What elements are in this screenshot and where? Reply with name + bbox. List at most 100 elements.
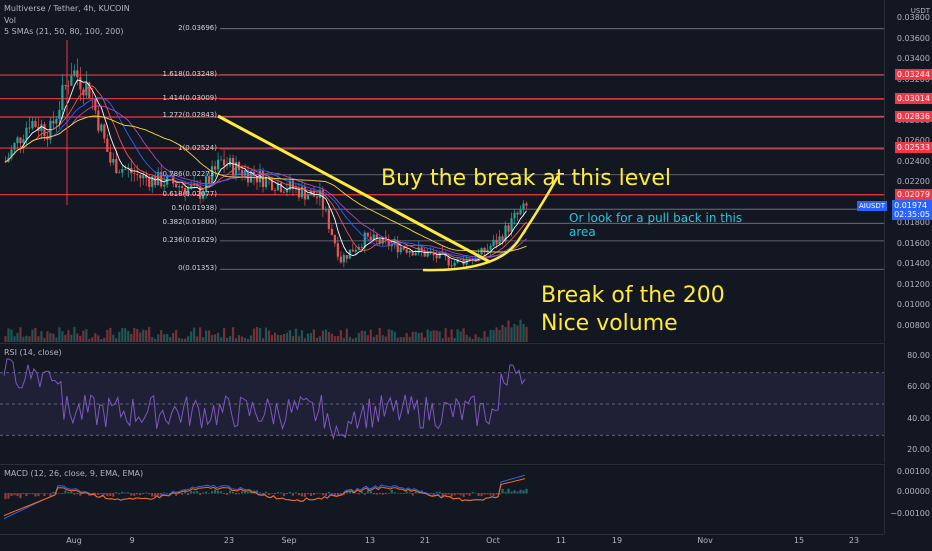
candle-body	[525, 203, 528, 206]
macd-legend[interactable]: MACD (12, 26, close, 9, EMA, EMA)	[4, 469, 144, 478]
rsi-pane[interactable]: RSI (14, close)	[0, 343, 884, 464]
candle-body	[139, 174, 142, 179]
macd-histogram-bar	[7, 493, 10, 499]
volume-bar	[91, 337, 94, 342]
candle-body	[234, 162, 238, 176]
volume-legend[interactable]: Vol	[4, 16, 16, 25]
macd-histogram-bar	[4, 493, 7, 500]
main-chart-canvas[interactable]	[0, 0, 884, 342]
candle-body	[315, 196, 318, 198]
volume-bar	[219, 337, 223, 342]
macd-histogram-bar	[214, 489, 217, 494]
macd-histogram-bar	[103, 493, 106, 495]
macd-histogram-bar	[216, 490, 220, 494]
time-axis-label: 19	[611, 536, 623, 545]
candle-body	[453, 262, 456, 266]
macd-histogram-bar	[43, 493, 46, 496]
candle-body	[34, 121, 37, 127]
volume-bar	[190, 331, 193, 342]
volume-bar	[402, 337, 405, 342]
volume-bar	[408, 336, 411, 342]
macd-histogram-bar	[468, 493, 471, 496]
candle-body	[297, 187, 301, 198]
volume-bar	[474, 334, 477, 342]
macd-histogram-bar	[321, 493, 324, 496]
volume-bar	[489, 329, 492, 342]
macd-histogram-bar	[483, 493, 486, 495]
volume-bar	[258, 328, 262, 342]
volume-bar	[507, 320, 510, 342]
volume-bar	[261, 338, 265, 342]
volume-bar	[169, 337, 172, 342]
macd-histogram-bar	[202, 492, 205, 494]
macd-histogram-bar	[396, 492, 399, 494]
volume-bar	[342, 337, 345, 342]
rsi-legend[interactable]: RSI (14, close)	[4, 348, 62, 357]
volume-bar	[321, 330, 324, 342]
macd-histogram-bar	[240, 491, 244, 494]
price-axis-label: 0.02600	[896, 136, 930, 146]
candle-body	[387, 239, 390, 247]
candle-body	[513, 212, 516, 219]
candle-body	[25, 127, 28, 140]
annotation-break-line1: Break of the 200	[541, 283, 725, 308]
macd-axis[interactable]: 0.00100 0.00000 −0.00100	[884, 464, 932, 534]
sma-legend[interactable]: 5 SMAs (21, 50, 80, 100, 200)	[4, 27, 124, 36]
symbol-legend[interactable]: Multiverse / Tether, 4h, KUCOIN	[4, 4, 130, 13]
macd-histogram-bar	[300, 493, 304, 497]
macd-histogram-bar	[411, 493, 414, 496]
volume-bar	[318, 336, 321, 342]
macd-histogram-bar	[73, 493, 76, 495]
rsi-axis[interactable]: 80.00 60.00 40.00 20.00	[884, 343, 932, 463]
volume-bar	[85, 329, 88, 342]
macd-histogram-bar	[151, 493, 154, 497]
downtrend-line	[217, 114, 491, 264]
price-axis[interactable]: USDT 0.038000.036000.034000.032000.03000…	[857, 0, 932, 342]
volume-bar	[333, 336, 336, 342]
volume-bar	[28, 336, 31, 342]
volume-bar	[127, 330, 130, 342]
macd-histogram-bar	[49, 493, 52, 497]
macd-histogram-bar	[318, 492, 321, 494]
annotation-pullback[interactable]: Or look for a pull back in this area	[569, 211, 743, 239]
volume-bar	[109, 327, 112, 342]
current-price-countdown: 02:35:05	[894, 210, 930, 219]
annotation-buy-break[interactable]: Buy the break at this level	[381, 166, 671, 191]
volume-bar	[516, 325, 519, 342]
volume-bar	[483, 331, 486, 342]
macd-histogram-bar	[175, 493, 178, 496]
candle-body	[435, 255, 438, 259]
volume-bar	[148, 327, 151, 342]
volume-bar	[4, 336, 7, 342]
volume-bar	[145, 330, 148, 342]
macd-histogram-bar	[375, 493, 378, 495]
volume-bar	[121, 328, 124, 342]
annotation-break-200[interactable]: Break of the 200 Nice volume	[541, 282, 725, 338]
time-axis-label: 9	[129, 536, 135, 545]
price-axis-label: 0.01800	[896, 218, 930, 228]
time-axis[interactable]: Aug 9 23 Sep 13 21 Oct 11 19 Nov 15 23	[0, 534, 884, 551]
macd-histogram-bar	[306, 493, 310, 495]
sma-line	[5, 97, 527, 260]
macd-pane[interactable]: MACD (12, 26, close, 9, EMA, EMA)	[0, 464, 884, 535]
macd-histogram-bar	[366, 490, 369, 494]
volume-bar	[300, 330, 304, 342]
macd-histogram-bar	[109, 493, 112, 496]
candle-body	[483, 247, 486, 253]
candle-body	[255, 176, 259, 183]
macd-histogram-bar	[19, 493, 22, 499]
volume-bar	[196, 336, 199, 342]
candle-body	[211, 166, 214, 184]
macd-histogram-bar	[166, 493, 169, 494]
main-chart-pane[interactable]: Multiverse / Tether, 4h, KUCOIN Vol 5 SM…	[0, 0, 884, 342]
volume-bar	[369, 329, 372, 342]
volume-bar	[426, 329, 429, 342]
macd-histogram-bar	[336, 493, 339, 496]
volume-bar	[163, 334, 166, 342]
macd-canvas[interactable]	[0, 465, 884, 535]
volume-bar	[375, 334, 378, 342]
volume-bar	[100, 338, 103, 342]
rsi-canvas[interactable]	[0, 344, 884, 464]
candle-body	[187, 187, 190, 194]
candle-body	[426, 252, 429, 257]
